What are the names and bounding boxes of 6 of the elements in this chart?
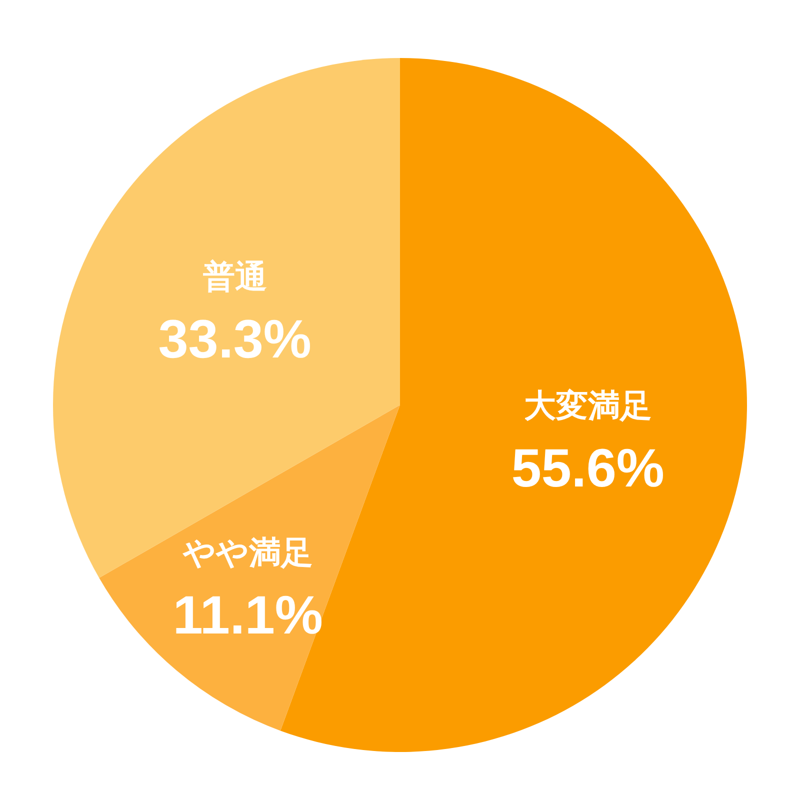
- data-label: 55.6%: [511, 438, 664, 498]
- data-label: 11.1%: [172, 585, 323, 646]
- slice-label: やや満足: [182, 534, 313, 570]
- slice-label: 普通: [202, 258, 267, 294]
- slice-label: 大変満足: [524, 387, 652, 424]
- data-label: 33.3%: [158, 309, 312, 370]
